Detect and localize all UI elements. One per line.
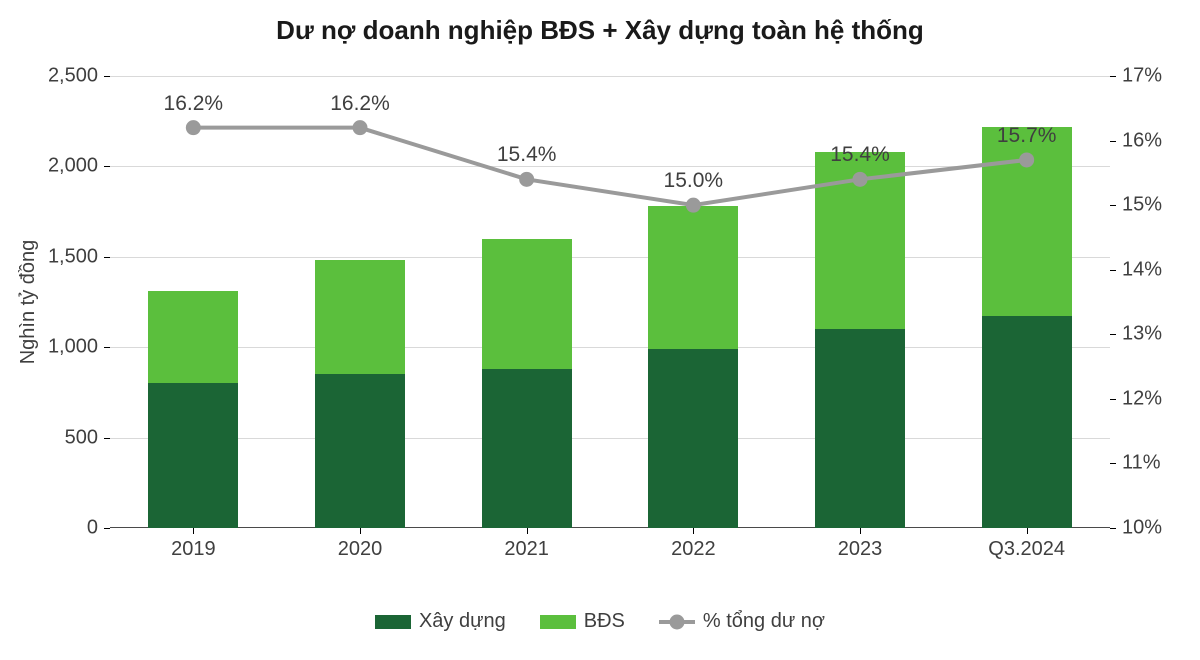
x-tick-label: 2020	[338, 538, 383, 561]
chart-container: Dư nợ doanh nghiệp BĐS + Xây dựng toàn h…	[0, 0, 1200, 660]
right-tick-mark	[1110, 141, 1116, 142]
left-tick-label: 2,500	[48, 65, 98, 88]
right-tick-mark	[1110, 205, 1116, 206]
x-tick-label: Q3.2024	[988, 538, 1065, 561]
line-data-label: 16.2%	[330, 92, 390, 116]
right-tick-mark	[1110, 334, 1116, 335]
right-tick-label: 16%	[1122, 129, 1162, 152]
legend-item-pct_tong_du_no: % tổng dư nợ	[659, 610, 825, 633]
legend-label: Xây dựng	[419, 610, 506, 633]
line-series-marker	[519, 172, 534, 187]
bottom-tick-mark	[1027, 528, 1028, 534]
bottom-tick-mark	[527, 528, 528, 534]
line-series-marker	[1019, 152, 1034, 167]
x-tick-label: 2023	[838, 538, 883, 561]
right-tick-label: 10%	[1122, 517, 1162, 540]
legend-line-marker	[669, 614, 684, 629]
x-tick-label: 2019	[171, 538, 216, 561]
left-tick-label: 500	[65, 426, 98, 449]
legend: Xây dựng BĐS % tổng dư nợ	[0, 610, 1200, 633]
right-tick-label: 15%	[1122, 194, 1162, 217]
line-series-svg	[110, 76, 1110, 528]
right-tick-label: 13%	[1122, 323, 1162, 346]
left-axis-label: Nghìn tỷ đồng	[17, 240, 40, 365]
line-data-label: 15.7%	[997, 124, 1057, 148]
right-tick-label: 12%	[1122, 387, 1162, 410]
right-tick-mark	[1110, 76, 1116, 77]
line-data-label: 15.0%	[664, 169, 724, 193]
x-tick-label: 2021	[504, 538, 549, 561]
left-tick-label: 1,500	[48, 245, 98, 268]
line-series-marker	[853, 172, 868, 187]
line-data-label: 16.2%	[164, 92, 224, 116]
bottom-tick-mark	[193, 528, 194, 534]
left-tick-mark	[104, 528, 110, 529]
legend-swatch	[375, 615, 411, 629]
line-series-path	[193, 128, 1026, 205]
x-tick-label: 2022	[671, 538, 716, 561]
bottom-tick-mark	[360, 528, 361, 534]
legend-label: BĐS	[584, 610, 625, 633]
right-tick-label: 14%	[1122, 258, 1162, 281]
right-tick-mark	[1110, 399, 1116, 400]
legend-swatch	[540, 615, 576, 629]
bottom-tick-mark	[860, 528, 861, 534]
right-tick-mark	[1110, 463, 1116, 464]
left-tick-label: 0	[87, 517, 98, 540]
legend-label: % tổng dư nợ	[703, 610, 825, 633]
right-tick-mark	[1110, 270, 1116, 271]
right-tick-label: 11%	[1122, 452, 1161, 475]
legend-line-icon	[659, 615, 695, 629]
line-series-marker	[686, 198, 701, 213]
plot-area: 05001,0001,5002,0002,50010%11%12%13%14%1…	[110, 76, 1110, 528]
right-tick-label: 17%	[1122, 65, 1162, 88]
left-tick-label: 1,000	[48, 336, 98, 359]
legend-item-bds: BĐS	[540, 610, 625, 633]
bottom-tick-mark	[693, 528, 694, 534]
legend-item-xay_dung: Xây dựng	[375, 610, 506, 633]
line-series-marker	[186, 120, 201, 135]
chart-title: Dư nợ doanh nghiệp BĐS + Xây dựng toàn h…	[0, 15, 1200, 46]
line-data-label: 15.4%	[497, 143, 557, 167]
left-tick-label: 2,000	[48, 155, 98, 178]
right-tick-mark	[1110, 528, 1116, 529]
line-series-marker	[353, 120, 368, 135]
line-data-label: 15.4%	[830, 143, 890, 167]
